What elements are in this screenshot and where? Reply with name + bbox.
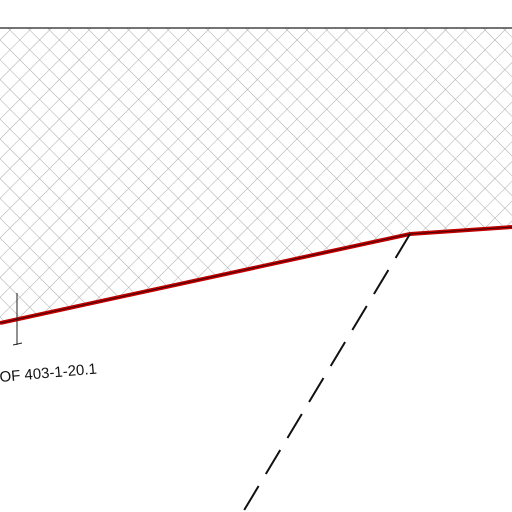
label-leader-tick <box>12 342 23 346</box>
dashed-line <box>242 233 411 512</box>
hatched-area <box>0 28 512 323</box>
parcel-label: OF 403-1-20.1 <box>0 361 98 386</box>
